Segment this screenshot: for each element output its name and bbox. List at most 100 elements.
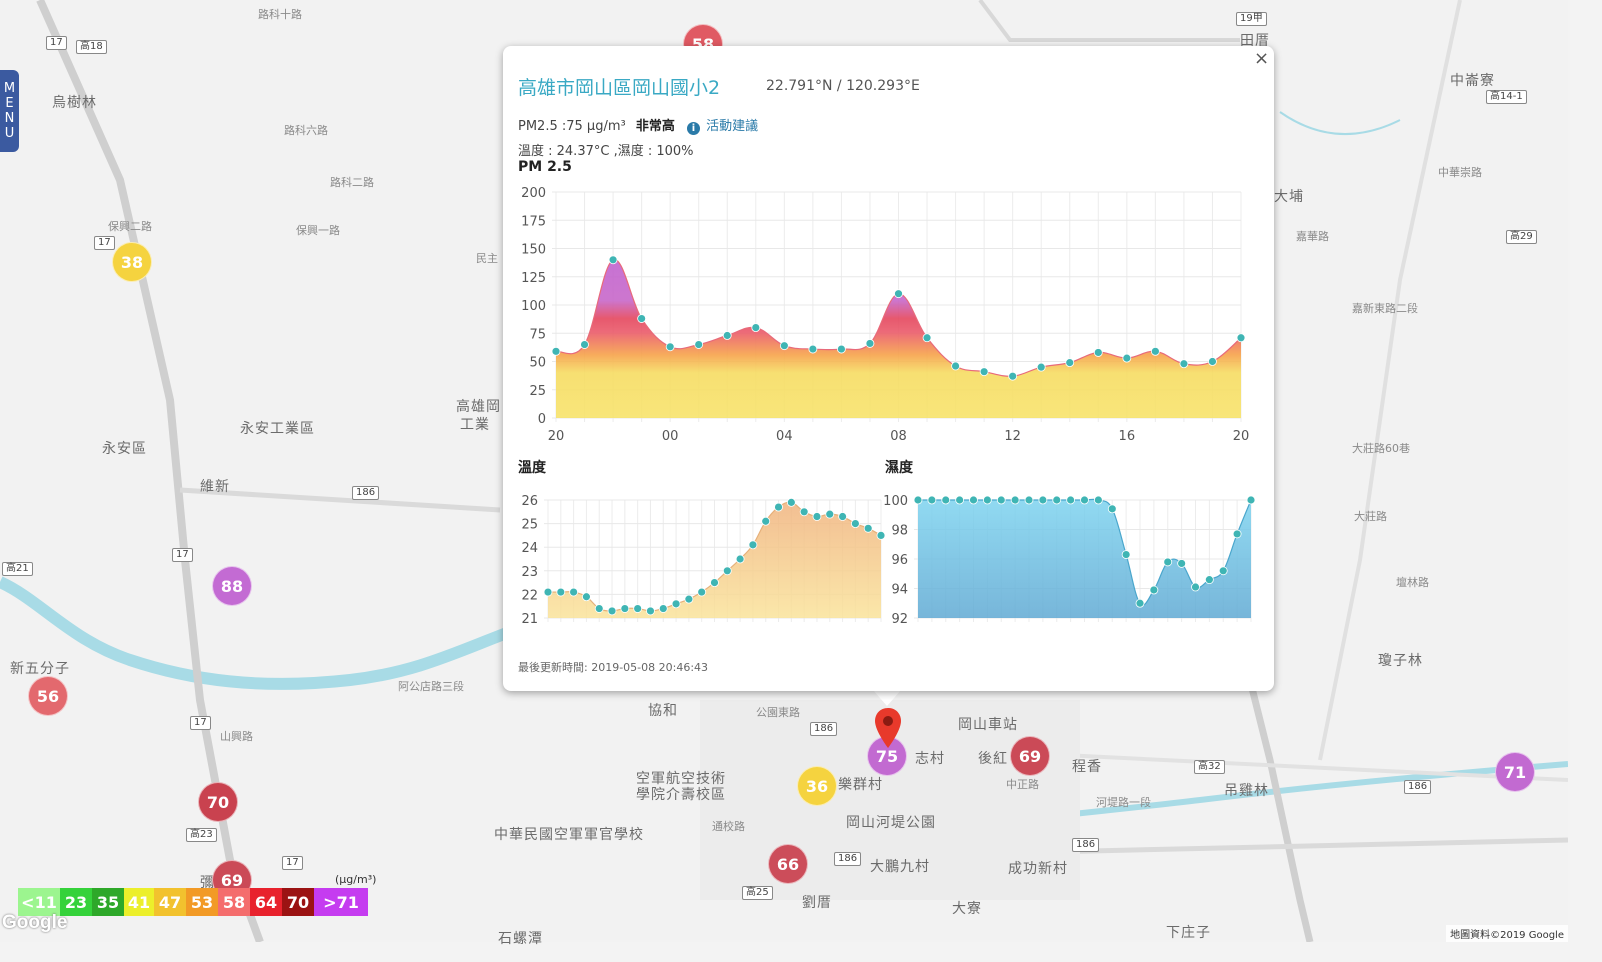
activity-advice-link[interactable]: 活動建議 (706, 119, 759, 134)
data-point (1191, 582, 1200, 592)
road-label: 河堤路一段 (1096, 796, 1151, 809)
data-point (913, 495, 923, 505)
data-point (751, 323, 761, 333)
route-shield: 高23 (186, 828, 217, 842)
legend-cell: 53 (186, 888, 218, 916)
data-point (722, 566, 732, 576)
legend-cell: <11 (18, 888, 60, 916)
y-tick-label: 100 (521, 299, 546, 314)
y-tick-label: 22 (521, 588, 538, 603)
data-point (825, 509, 835, 519)
data-point (876, 531, 886, 540)
place-label: 中華民國空軍軍官學校 (494, 827, 644, 843)
road-label: 中華崇路 (1438, 166, 1482, 179)
aqi-marker[interactable]: 71 (1495, 752, 1535, 792)
place-label: 下庄子 (1166, 925, 1211, 941)
road-label: 保興二路 (108, 220, 152, 233)
data-point (1149, 585, 1159, 595)
pm25-chart-title: PM 2.5 (518, 159, 572, 175)
aqi-marker[interactable]: 36 (797, 766, 837, 806)
data-point (633, 604, 643, 613)
x-tick-label: 04 (776, 429, 793, 444)
popup-tail (873, 690, 901, 706)
route-shield: 高14-1 (1486, 90, 1527, 104)
legend-scale: <11 23 35 41 47 53 58 64 70 >71 (18, 888, 368, 916)
legend-cell: 64 (250, 888, 282, 916)
data-point (1107, 504, 1117, 514)
x-tick-label: 12 (1004, 429, 1021, 444)
data-point (799, 507, 809, 517)
data-point (1080, 495, 1089, 505)
place-label: 空軍航空技術 (636, 771, 726, 787)
station-coords: 22.791°N / 120.293°E (766, 78, 920, 94)
map-attribution[interactable]: 地圖資料©2019 Google (1446, 925, 1568, 942)
data-point (551, 346, 561, 356)
data-point (863, 523, 873, 533)
route-shield: 17 (94, 236, 115, 250)
route-shield: 17 (172, 548, 193, 562)
place-label: 中崙寮 (1450, 73, 1495, 89)
data-point (637, 314, 647, 323)
data-point (982, 495, 992, 505)
data-point (722, 331, 732, 340)
aqi-marker[interactable]: 70 (198, 782, 238, 822)
data-point (774, 502, 783, 512)
data-point (594, 604, 604, 613)
aqi-marker[interactable]: 56 (28, 676, 68, 716)
station-name[interactable]: 高雄市岡山區岡山國小2 (518, 77, 721, 99)
y-tick-label: 150 (521, 243, 546, 258)
route-shield: 186 (834, 852, 862, 866)
humidity-chart: 92 94 96 98 100 (883, 494, 1256, 627)
data-point (927, 495, 937, 505)
place-label: 高雄岡 (456, 399, 501, 415)
legend-cell: 23 (60, 888, 92, 916)
route-shield: 186 (1072, 838, 1100, 852)
road-186 (179, 487, 501, 513)
data-point (569, 587, 579, 597)
data-point (1008, 371, 1018, 381)
google-logo: Google (2, 912, 68, 933)
place-label: 程香 (1072, 759, 1102, 775)
place-label: 學院介壽校區 (636, 787, 726, 803)
road-label: 公園東路 (756, 706, 800, 719)
data-point (1121, 550, 1131, 559)
menu-letter: N (4, 111, 15, 126)
data-point (580, 340, 589, 349)
data-point (808, 344, 818, 354)
road-label: 大莊路 (1354, 510, 1387, 523)
y-tick-label: 24 (521, 541, 538, 556)
legend-cell: 70 (282, 888, 314, 916)
route-shield: 186 (810, 722, 838, 736)
humidity-chart-title: 濕度 (885, 460, 913, 476)
close-icon[interactable]: × (1254, 48, 1270, 69)
data-point (1010, 495, 1020, 505)
data-point (543, 587, 553, 597)
place-label: 瓊子林 (1378, 653, 1423, 669)
aqi-marker[interactable]: 66 (768, 844, 808, 884)
route-shield: 17 (190, 716, 211, 730)
aqi-marker[interactable]: 88 (212, 566, 252, 606)
data-point (779, 341, 789, 351)
road-east-vertical (1318, 0, 1462, 761)
data-point (1024, 495, 1034, 505)
menu-letter: U (4, 126, 15, 141)
y-tick-label: 92 (891, 612, 908, 627)
y-tick-label: 200 (521, 186, 546, 201)
data-point (1179, 359, 1189, 369)
place-label: 大鵬九村 (870, 859, 930, 875)
x-tick-label: 20 (548, 429, 565, 444)
data-point (1150, 346, 1160, 356)
road-label: 嘉華路 (1296, 230, 1329, 243)
place-label: 協和 (648, 703, 678, 719)
aqi-marker[interactable]: 69 (1010, 736, 1050, 776)
map-pin-icon[interactable] (873, 706, 903, 750)
info-icon[interactable]: i (687, 122, 700, 135)
road-label: 保興一路 (296, 224, 340, 237)
data-point (969, 495, 978, 505)
legend-cell: 41 (124, 888, 154, 916)
aqi-marker[interactable]: 38 (112, 242, 152, 282)
series-area (918, 499, 1251, 618)
environment-readout: 溫度 : 24.37°C ,濕度 : 100% (518, 144, 694, 159)
place-label: 岡山車站 (958, 717, 1018, 733)
